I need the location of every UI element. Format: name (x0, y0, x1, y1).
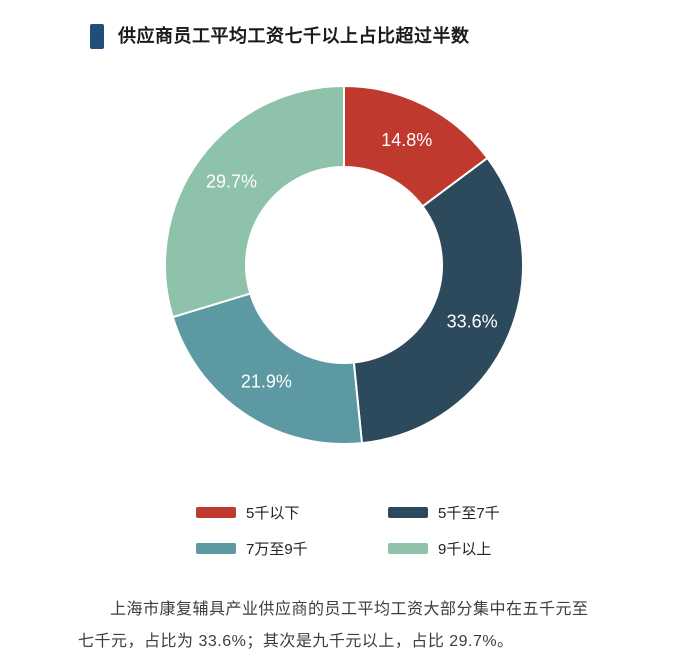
legend-swatch-icon (388, 507, 428, 518)
legend-label: 5千以下 (246, 505, 300, 522)
donut-slice-2 (352, 156, 524, 445)
report-page: { "header": { "title": "供应商员工平均工资七千以上占比超… (78, 24, 589, 650)
slice-value-label: 21.9% (241, 372, 292, 392)
legend-swatch-icon (388, 543, 428, 554)
chart-header: 供应商员工平均工资七千以上占比超过半数 (90, 24, 470, 49)
title-marker-icon (90, 24, 104, 49)
donut-slice-3 (171, 292, 364, 445)
caption-text: 上海市康复辅具产业供应商的员工平均工资大部分集中在五千元至七千元，占比为 33.… (78, 601, 589, 650)
legend-item: 5千以下 (196, 502, 388, 523)
legend-item: 5千至7千 (388, 502, 500, 523)
donut-slice-4 (164, 84, 345, 319)
legend-swatch-icon (196, 507, 236, 518)
slice-value-label: 33.6% (447, 311, 498, 331)
donut-chart: 14.8% 33.6% 21.9% 29.7% (164, 84, 524, 445)
page-title: 供应商员工平均工资七千以上占比超过半数 (118, 26, 470, 46)
legend-swatch-icon (196, 543, 236, 554)
legend-item: 9千以上 (388, 538, 500, 559)
legend-label: 7万至9千 (246, 541, 308, 558)
legend-label: 9千以上 (438, 541, 492, 558)
slice-value-label: 29.7% (206, 172, 257, 192)
legend-label: 5千至7千 (438, 505, 500, 522)
chart-legend: 5千以下 5千至7千 7万至9千 9千以上 (196, 502, 500, 559)
slice-value-label: 14.8% (381, 130, 432, 150)
legend-item: 7万至9千 (196, 538, 388, 559)
